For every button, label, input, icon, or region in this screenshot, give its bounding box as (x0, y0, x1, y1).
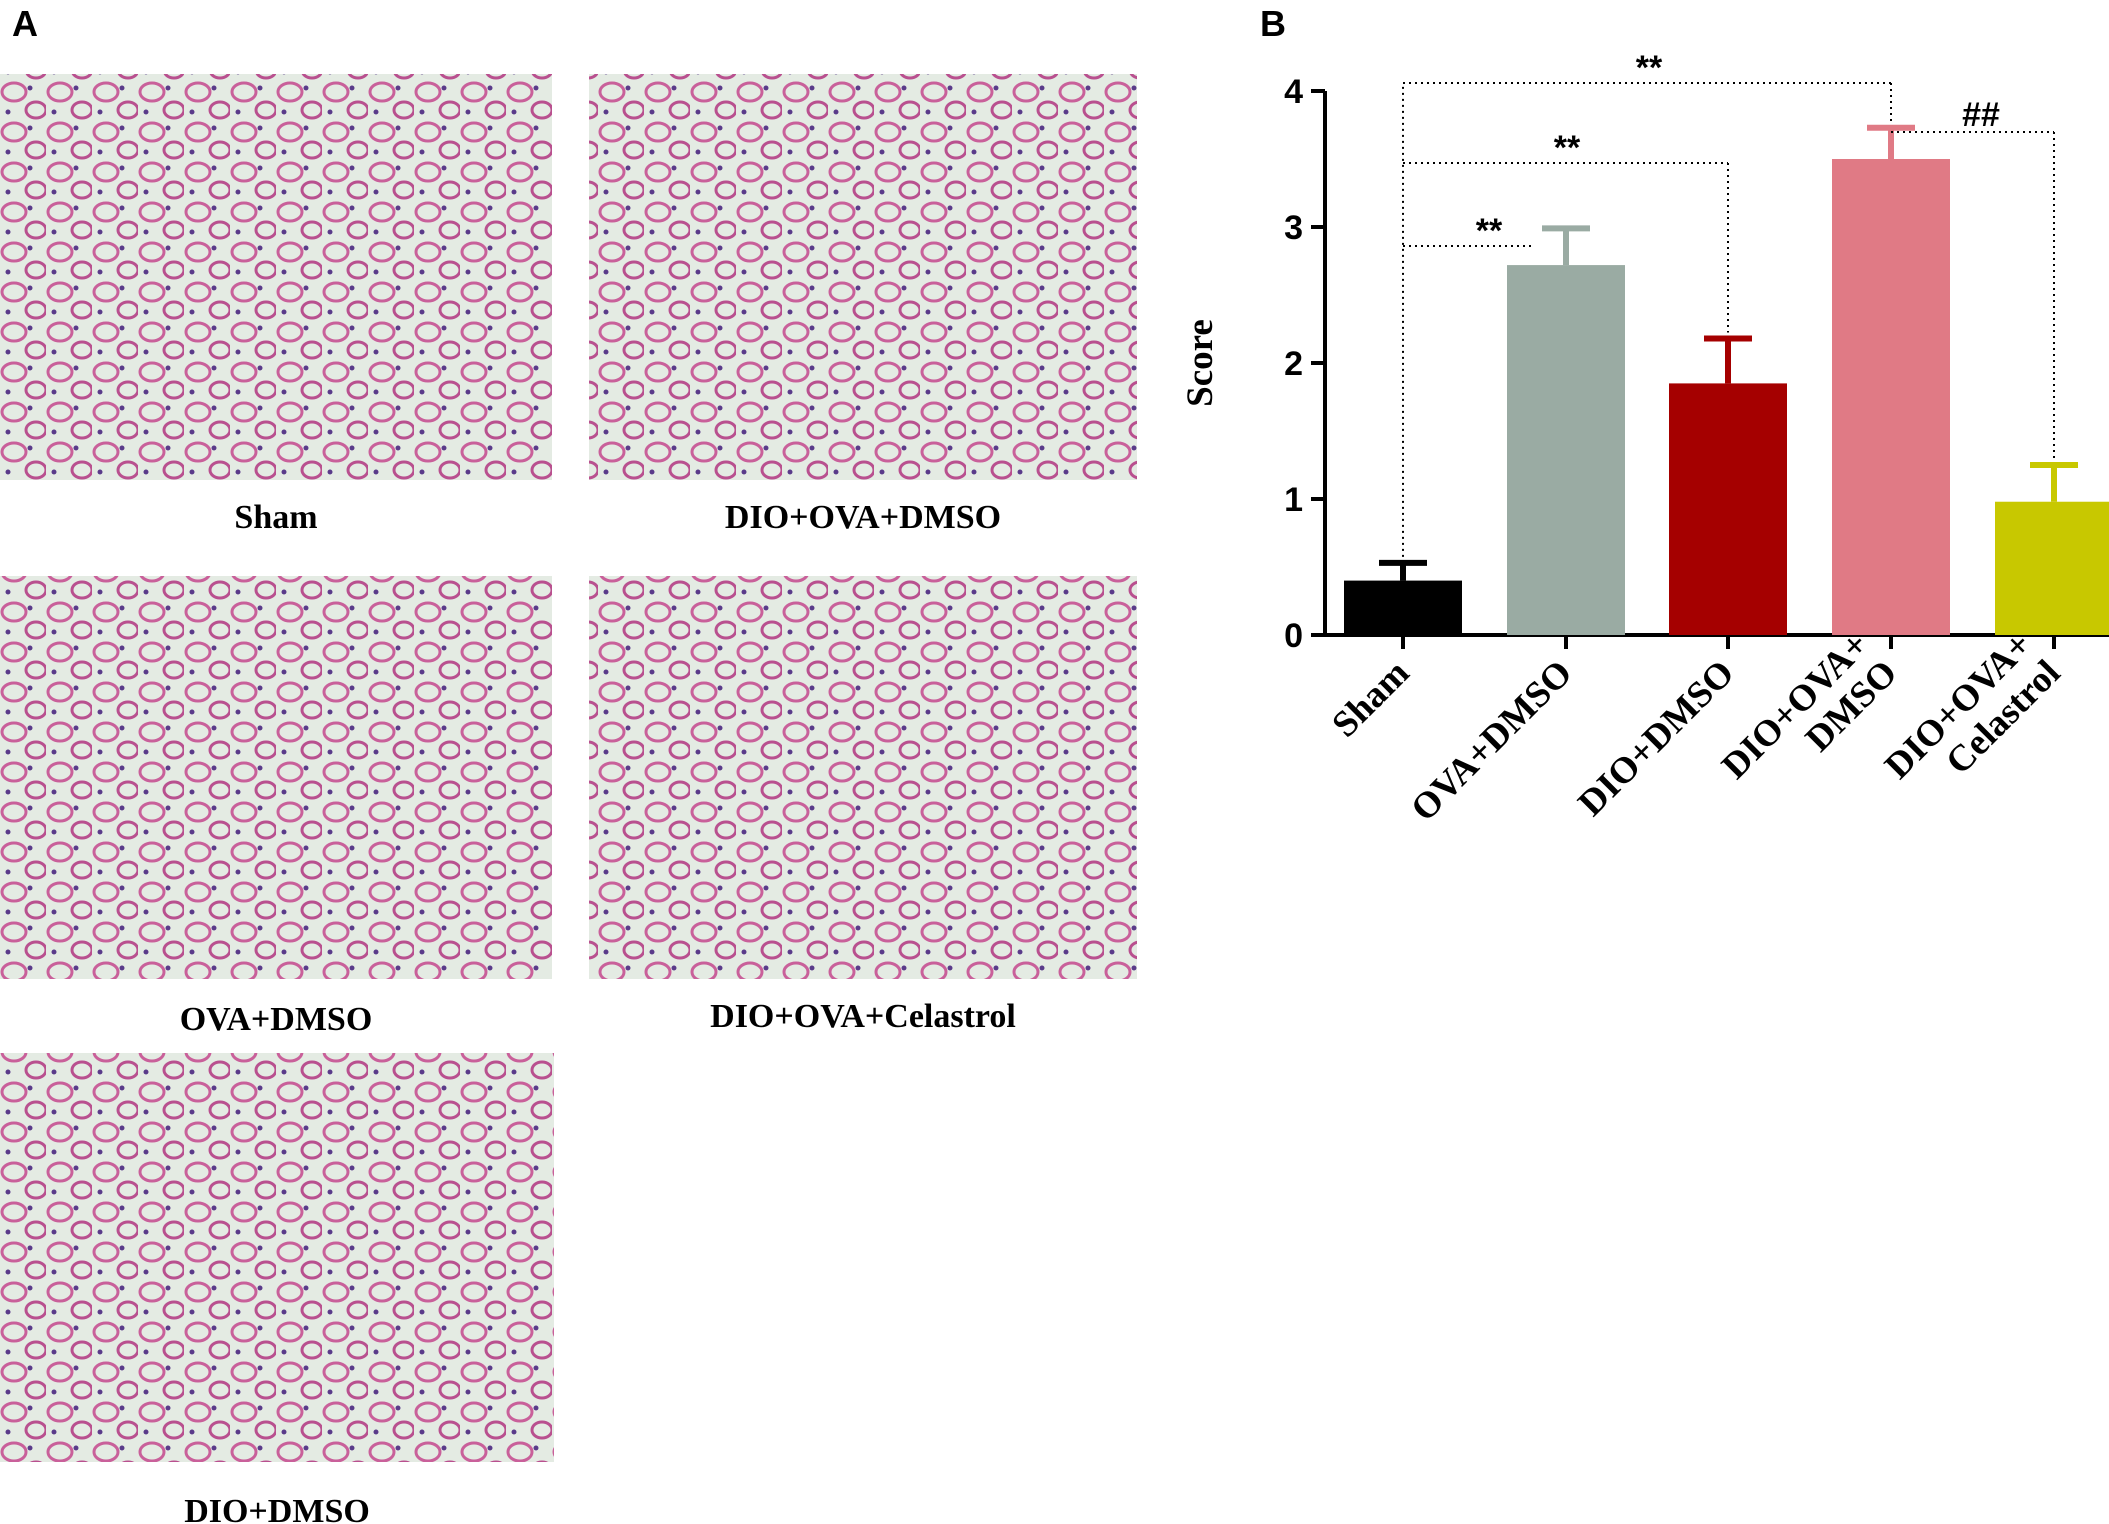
panel-label: A (12, 3, 38, 44)
x-tick-label: Sham (1324, 652, 1417, 745)
y-tick-label: 3 (1284, 209, 1303, 247)
y-tick-label: 1 (1284, 481, 1303, 519)
histology-image (589, 74, 1137, 480)
panel-b: B 0 1 2 3 4 Score ShamOVA+DMSODIO+DMSODIO+OVA+D… (1180, 3, 2109, 830)
bar (1507, 265, 1625, 635)
significance-label: ** (1476, 212, 1503, 250)
y-tick-label: 0 (1284, 617, 1303, 655)
y-axis-label: Score (1180, 319, 1221, 407)
y-tick-label: 2 (1284, 345, 1303, 383)
significance-label: ** (1554, 129, 1581, 167)
x-tick-label: DIO+OVA+Celastrol (1877, 624, 2068, 815)
bar (1669, 383, 1787, 635)
panel-a: A Sham DIO+OVA+DMSO OVA+DMSO DIO+OVA+Celastr… (0, 3, 1137, 1524)
significance-label: ## (1962, 96, 2000, 134)
histology-image (0, 1053, 554, 1462)
panel-label: B (1260, 3, 1286, 44)
histology-image (0, 74, 552, 480)
x-tick-label: DIO+DMSO (1571, 652, 1743, 824)
significance-label: ** (1636, 49, 1663, 87)
image-caption: DIO+OVA+Celastrol (710, 998, 1016, 1035)
image-caption: DIO+DMSO (184, 1493, 370, 1524)
histology-image (589, 576, 1137, 979)
y-tick-label: 4 (1284, 73, 1303, 111)
bar (1995, 501, 2109, 635)
x-tick-label: DIO+OVA+DMSO (1714, 624, 1905, 815)
image-caption: Sham (234, 499, 317, 536)
image-caption: OVA+DMSO (180, 1001, 373, 1038)
bar (1832, 159, 1950, 635)
histology-image (0, 576, 552, 979)
bar (1344, 580, 1462, 635)
x-tick-label: OVA+DMSO (1403, 652, 1580, 829)
image-caption: DIO+OVA+DMSO (725, 499, 1001, 536)
